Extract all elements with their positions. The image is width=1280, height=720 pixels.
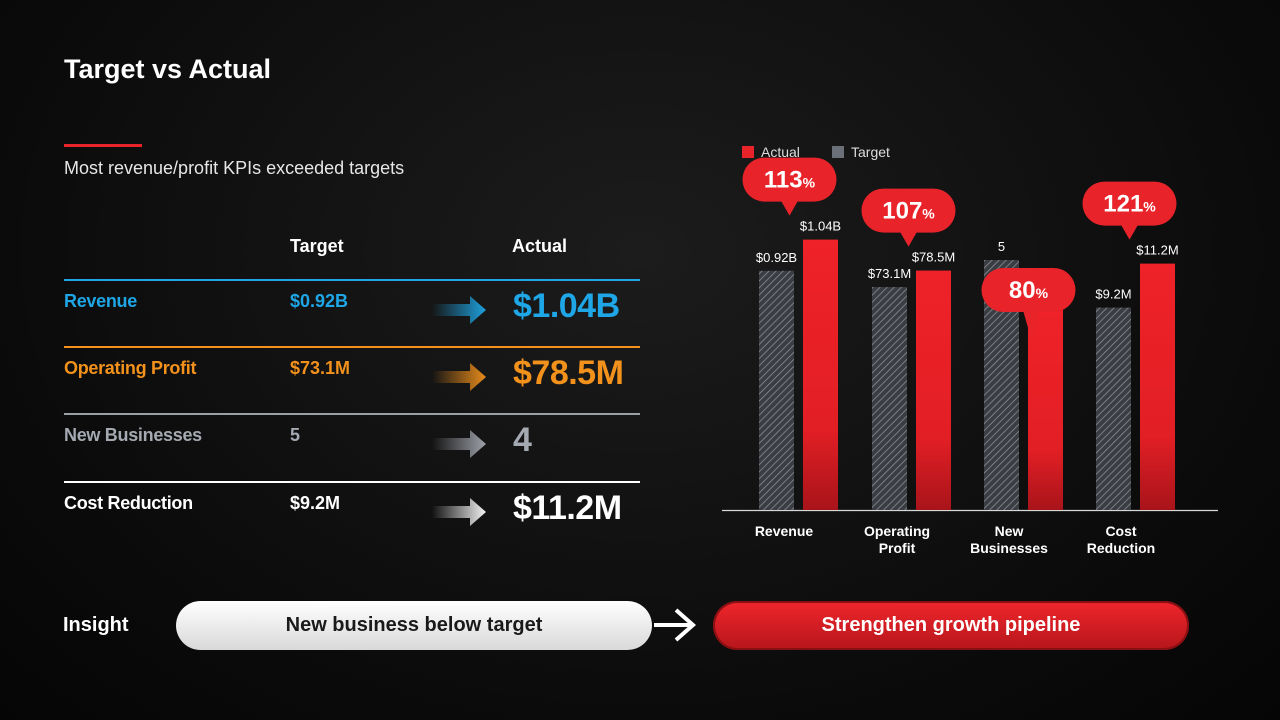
legend-actual-label: Actual — [761, 144, 800, 160]
accent-line — [64, 144, 142, 147]
target-bar — [1096, 307, 1131, 510]
header-target: Target — [290, 236, 344, 256]
kpi-target-value: $73.1M — [290, 358, 351, 378]
target-data-label: 5 — [998, 239, 1005, 254]
category-label: Reduction — [1087, 540, 1155, 556]
arrow-right-icon — [432, 430, 486, 458]
kpi-row: Operating Profit $73.1M $78.5M — [64, 346, 640, 412]
kpi-actual-value: $78.5M — [513, 354, 624, 392]
actual-bar — [1140, 263, 1175, 510]
achievement-label: 121% — [1103, 191, 1156, 218]
kpi-row: Cost Reduction $9.2M $11.2M — [64, 481, 640, 547]
legend-actual: Actual — [742, 144, 800, 160]
target-data-label: $9.2M — [1095, 287, 1131, 302]
right-arrow-icon — [654, 608, 697, 642]
kpi-target-value: 5 — [290, 425, 301, 445]
kpi-label: Operating Profit — [64, 358, 197, 378]
achievement-label: 113% — [764, 167, 816, 194]
kpi-row: New Businesses 5 4 — [64, 413, 640, 479]
header-actual: Actual — [512, 236, 568, 256]
arrow-right-icon — [432, 296, 486, 324]
target-bar — [759, 270, 794, 510]
insight-finding-pill: New business below target — [176, 601, 652, 650]
kpi-target-value: $9.2M — [290, 493, 341, 513]
actual-data-label: $1.04B — [800, 219, 841, 234]
kpi-label: New Businesses — [64, 425, 202, 445]
arrow-right-icon — [432, 363, 486, 391]
legend-target-label: Target — [851, 144, 890, 160]
kpi-row: Revenue $0.92B $1.04B — [64, 279, 640, 345]
achievement-callout — [981, 268, 1076, 340]
actual-data-label: $78.5M — [912, 250, 955, 265]
category-label: Operating — [864, 523, 930, 539]
kpi-label: Cost Reduction — [64, 493, 193, 513]
kpi-actual-value: 4 — [513, 421, 532, 459]
insight-label: Insight — [63, 614, 129, 636]
row-divider — [64, 346, 640, 348]
actual-bar — [1028, 310, 1063, 510]
achievement-callout — [861, 188, 956, 247]
arrow-right-icon — [432, 498, 486, 526]
actual-bar — [803, 239, 838, 510]
category-label: Cost — [1105, 523, 1136, 539]
target-data-label: $73.1M — [868, 266, 911, 281]
page-title: Target vs Actual — [64, 54, 272, 84]
kpi-actual-value: $11.2M — [513, 489, 622, 527]
target-bar — [872, 287, 907, 510]
achievement-label: 80% — [1009, 277, 1049, 304]
achievement-callout — [1082, 181, 1177, 240]
kpi-label: Revenue — [64, 291, 137, 311]
row-divider — [64, 481, 640, 483]
row-divider — [64, 413, 640, 415]
legend-target-swatch — [832, 146, 844, 158]
actual-bar — [916, 270, 951, 510]
legend-target: Target — [832, 144, 890, 160]
insight-action-pill: Strengthen growth pipeline — [713, 601, 1189, 650]
category-label: Revenue — [755, 523, 814, 539]
category-label: Businesses — [970, 540, 1048, 556]
target-data-label: $0.92B — [756, 250, 797, 265]
legend-actual-swatch — [742, 146, 754, 158]
page-subtitle: Most revenue/profit KPIs exceeded target… — [64, 158, 405, 178]
category-label: New — [995, 523, 1024, 539]
actual-data-label: $11.2M — [1136, 243, 1178, 258]
achievement-callout — [742, 157, 837, 216]
row-divider — [64, 279, 640, 281]
achievement-label: 107% — [882, 198, 935, 225]
kpi-actual-value: $1.04B — [513, 287, 620, 325]
kpi-target-value: $0.92B — [290, 291, 349, 311]
category-label: Profit — [879, 540, 916, 556]
